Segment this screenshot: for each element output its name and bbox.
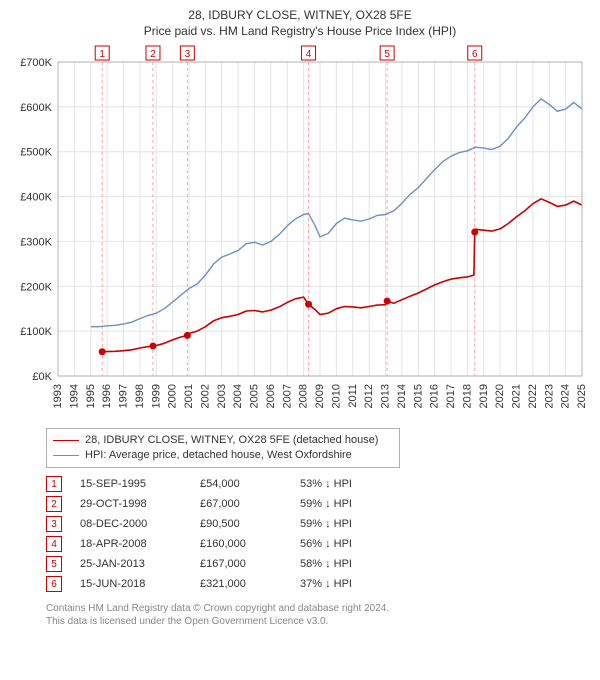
sale-vs-hpi: 53% ↓ HPI bbox=[300, 478, 400, 490]
chart-subtitle: Price paid vs. HM Land Registry's House … bbox=[10, 24, 590, 38]
legend-label: 28, IDBURY CLOSE, WITNEY, OX28 5FE (deta… bbox=[85, 433, 378, 448]
svg-text:1995: 1995 bbox=[85, 384, 97, 408]
chart-svg: £0K £100K £200K £300K £400K £500K £600K £700K 19… bbox=[10, 42, 590, 422]
svg-text:1993: 1993 bbox=[52, 384, 64, 408]
sale-date: 25-JAN-2013 bbox=[80, 558, 200, 570]
legend-label: HPI: Average price, detached house, West… bbox=[85, 448, 352, 463]
sale-price: £167,000 bbox=[200, 558, 300, 570]
sale-marker-badge: 2 bbox=[46, 496, 62, 512]
svg-text:£100K: £100K bbox=[20, 326, 52, 338]
svg-text:2008: 2008 bbox=[298, 384, 310, 408]
footer-line-2: This data is licensed under the Open Gov… bbox=[46, 615, 590, 628]
sale-price: £54,000 bbox=[200, 478, 300, 490]
footer-line-1: Contains HM Land Registry data © Crown c… bbox=[46, 602, 590, 615]
sale-price: £67,000 bbox=[200, 498, 300, 510]
svg-text:2000: 2000 bbox=[167, 384, 179, 408]
svg-text:1994: 1994 bbox=[68, 384, 80, 408]
svg-text:4: 4 bbox=[306, 49, 312, 60]
sale-vs-hpi: 59% ↓ HPI bbox=[300, 498, 400, 510]
legend-swatch bbox=[53, 440, 79, 441]
svg-text:2010: 2010 bbox=[330, 384, 342, 408]
svg-text:2017: 2017 bbox=[445, 384, 457, 408]
svg-text:2020: 2020 bbox=[494, 384, 506, 408]
svg-text:2005: 2005 bbox=[249, 384, 261, 408]
svg-text:2013: 2013 bbox=[380, 384, 392, 408]
sale-price: £160,000 bbox=[200, 538, 300, 550]
svg-text:£300K: £300K bbox=[20, 236, 52, 248]
svg-text:2016: 2016 bbox=[429, 384, 441, 408]
legend-item: HPI: Average price, detached house, West… bbox=[53, 448, 393, 463]
legend-item: 28, IDBURY CLOSE, WITNEY, OX28 5FE (deta… bbox=[53, 433, 393, 448]
svg-text:£200K: £200K bbox=[20, 281, 52, 293]
svg-text:2023: 2023 bbox=[543, 384, 555, 408]
svg-text:2004: 2004 bbox=[232, 384, 244, 408]
svg-text:2019: 2019 bbox=[478, 384, 490, 408]
svg-text:2025: 2025 bbox=[576, 384, 588, 408]
svg-text:1: 1 bbox=[99, 49, 105, 60]
sale-marker-badge: 5 bbox=[46, 556, 62, 572]
sale-vs-hpi: 56% ↓ HPI bbox=[300, 538, 400, 550]
svg-text:6: 6 bbox=[472, 49, 478, 60]
sale-date: 15-SEP-1995 bbox=[80, 478, 200, 490]
svg-text:2009: 2009 bbox=[314, 384, 326, 408]
sales-row: 6 15-JUN-2018£321,00037% ↓ HPI bbox=[46, 574, 590, 594]
sale-marker-badge: 4 bbox=[46, 536, 62, 552]
legend-swatch bbox=[53, 455, 79, 456]
sale-date: 29-OCT-1998 bbox=[80, 498, 200, 510]
svg-text:2018: 2018 bbox=[461, 384, 473, 408]
svg-text:2014: 2014 bbox=[396, 384, 408, 408]
sales-table: 1 15-SEP-1995£54,00053% ↓ HPI 2 29-OCT-1998… bbox=[46, 474, 590, 594]
svg-text:2002: 2002 bbox=[199, 384, 211, 408]
svg-text:£0K: £0K bbox=[32, 371, 52, 383]
sales-row: 3 08-DEC-2000£90,50059% ↓ HPI bbox=[46, 514, 590, 534]
legend: 28, IDBURY CLOSE, WITNEY, OX28 5FE (deta… bbox=[46, 428, 400, 468]
svg-text:1998: 1998 bbox=[134, 384, 146, 408]
svg-text:5: 5 bbox=[384, 49, 390, 60]
svg-text:2015: 2015 bbox=[412, 384, 424, 408]
sale-date: 15-JUN-2018 bbox=[80, 578, 200, 590]
svg-text:2001: 2001 bbox=[183, 384, 195, 408]
svg-text:2011: 2011 bbox=[347, 384, 359, 408]
svg-text:2021: 2021 bbox=[511, 384, 523, 408]
sales-row: 4 18-APR-2008£160,00056% ↓ HPI bbox=[46, 534, 590, 554]
svg-text:2012: 2012 bbox=[363, 384, 375, 408]
svg-text:3: 3 bbox=[185, 49, 191, 60]
sale-vs-hpi: 58% ↓ HPI bbox=[300, 558, 400, 570]
sale-marker-badge: 1 bbox=[46, 476, 62, 492]
svg-text:1996: 1996 bbox=[101, 384, 113, 408]
sale-marker-badge: 3 bbox=[46, 516, 62, 532]
svg-text:2022: 2022 bbox=[527, 384, 539, 408]
chart-title: 28, IDBURY CLOSE, WITNEY, OX28 5FE bbox=[10, 8, 590, 22]
sale-vs-hpi: 37% ↓ HPI bbox=[300, 578, 400, 590]
svg-text:1999: 1999 bbox=[150, 384, 162, 408]
svg-text:2: 2 bbox=[150, 49, 156, 60]
sale-vs-hpi: 59% ↓ HPI bbox=[300, 518, 400, 530]
svg-text:£600K: £600K bbox=[20, 102, 52, 114]
svg-text:1997: 1997 bbox=[118, 384, 130, 408]
svg-text:2007: 2007 bbox=[281, 384, 293, 408]
svg-text:£400K: £400K bbox=[20, 192, 52, 204]
attribution: Contains HM Land Registry data © Crown c… bbox=[46, 602, 590, 628]
svg-text:£700K: £700K bbox=[20, 57, 52, 69]
sale-date: 18-APR-2008 bbox=[80, 538, 200, 550]
sale-price: £321,000 bbox=[200, 578, 300, 590]
svg-text:2024: 2024 bbox=[560, 384, 572, 408]
sales-row: 2 29-OCT-1998£67,00059% ↓ HPI bbox=[46, 494, 590, 514]
sales-row: 5 25-JAN-2013£167,00058% ↓ HPI bbox=[46, 554, 590, 574]
sale-date: 08-DEC-2000 bbox=[80, 518, 200, 530]
sale-price: £90,500 bbox=[200, 518, 300, 530]
svg-text:2006: 2006 bbox=[265, 384, 277, 408]
sales-row: 1 15-SEP-1995£54,00053% ↓ HPI bbox=[46, 474, 590, 494]
sale-marker-badge: 6 bbox=[46, 576, 62, 592]
svg-text:£500K: £500K bbox=[20, 147, 52, 159]
svg-text:2003: 2003 bbox=[216, 384, 228, 408]
chart-area: £0K £100K £200K £300K £400K £500K £600K £700K 19… bbox=[10, 42, 590, 422]
